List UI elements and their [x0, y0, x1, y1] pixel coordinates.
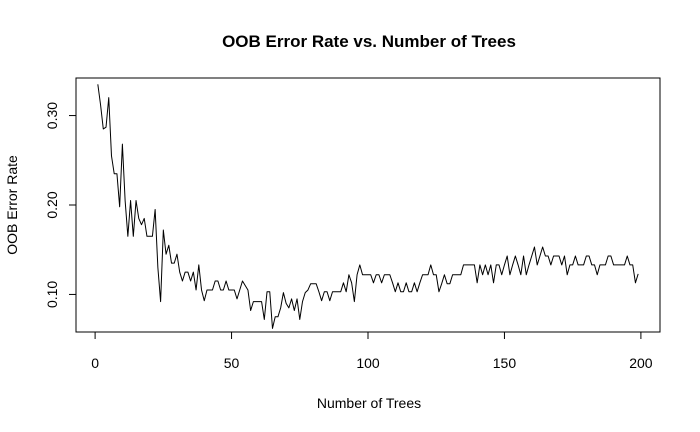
x-tick-label: 50 — [224, 355, 240, 371]
plot-frame — [75, 77, 661, 333]
series-line — [97, 84, 639, 329]
x-tick-label: 100 — [356, 355, 380, 371]
x-tick-label: 0 — [91, 355, 99, 371]
x-tick-label: 200 — [629, 355, 653, 371]
chart-title: OOB Error Rate vs. Number of Trees — [222, 32, 516, 51]
x-axis: 0 50 100 150 200 — [91, 331, 653, 371]
y-axis-title: OOB Error Rate — [4, 155, 20, 255]
series-layer — [97, 84, 639, 329]
y-axis: 0.10 0.20 0.30 — [44, 102, 77, 308]
y-tick-label: 0.30 — [44, 102, 60, 129]
x-axis-title: Number of Trees — [317, 395, 421, 411]
y-tick-label: 0.20 — [44, 191, 60, 218]
x-tick-label: 150 — [493, 355, 517, 371]
y-tick-label: 0.10 — [44, 281, 60, 308]
